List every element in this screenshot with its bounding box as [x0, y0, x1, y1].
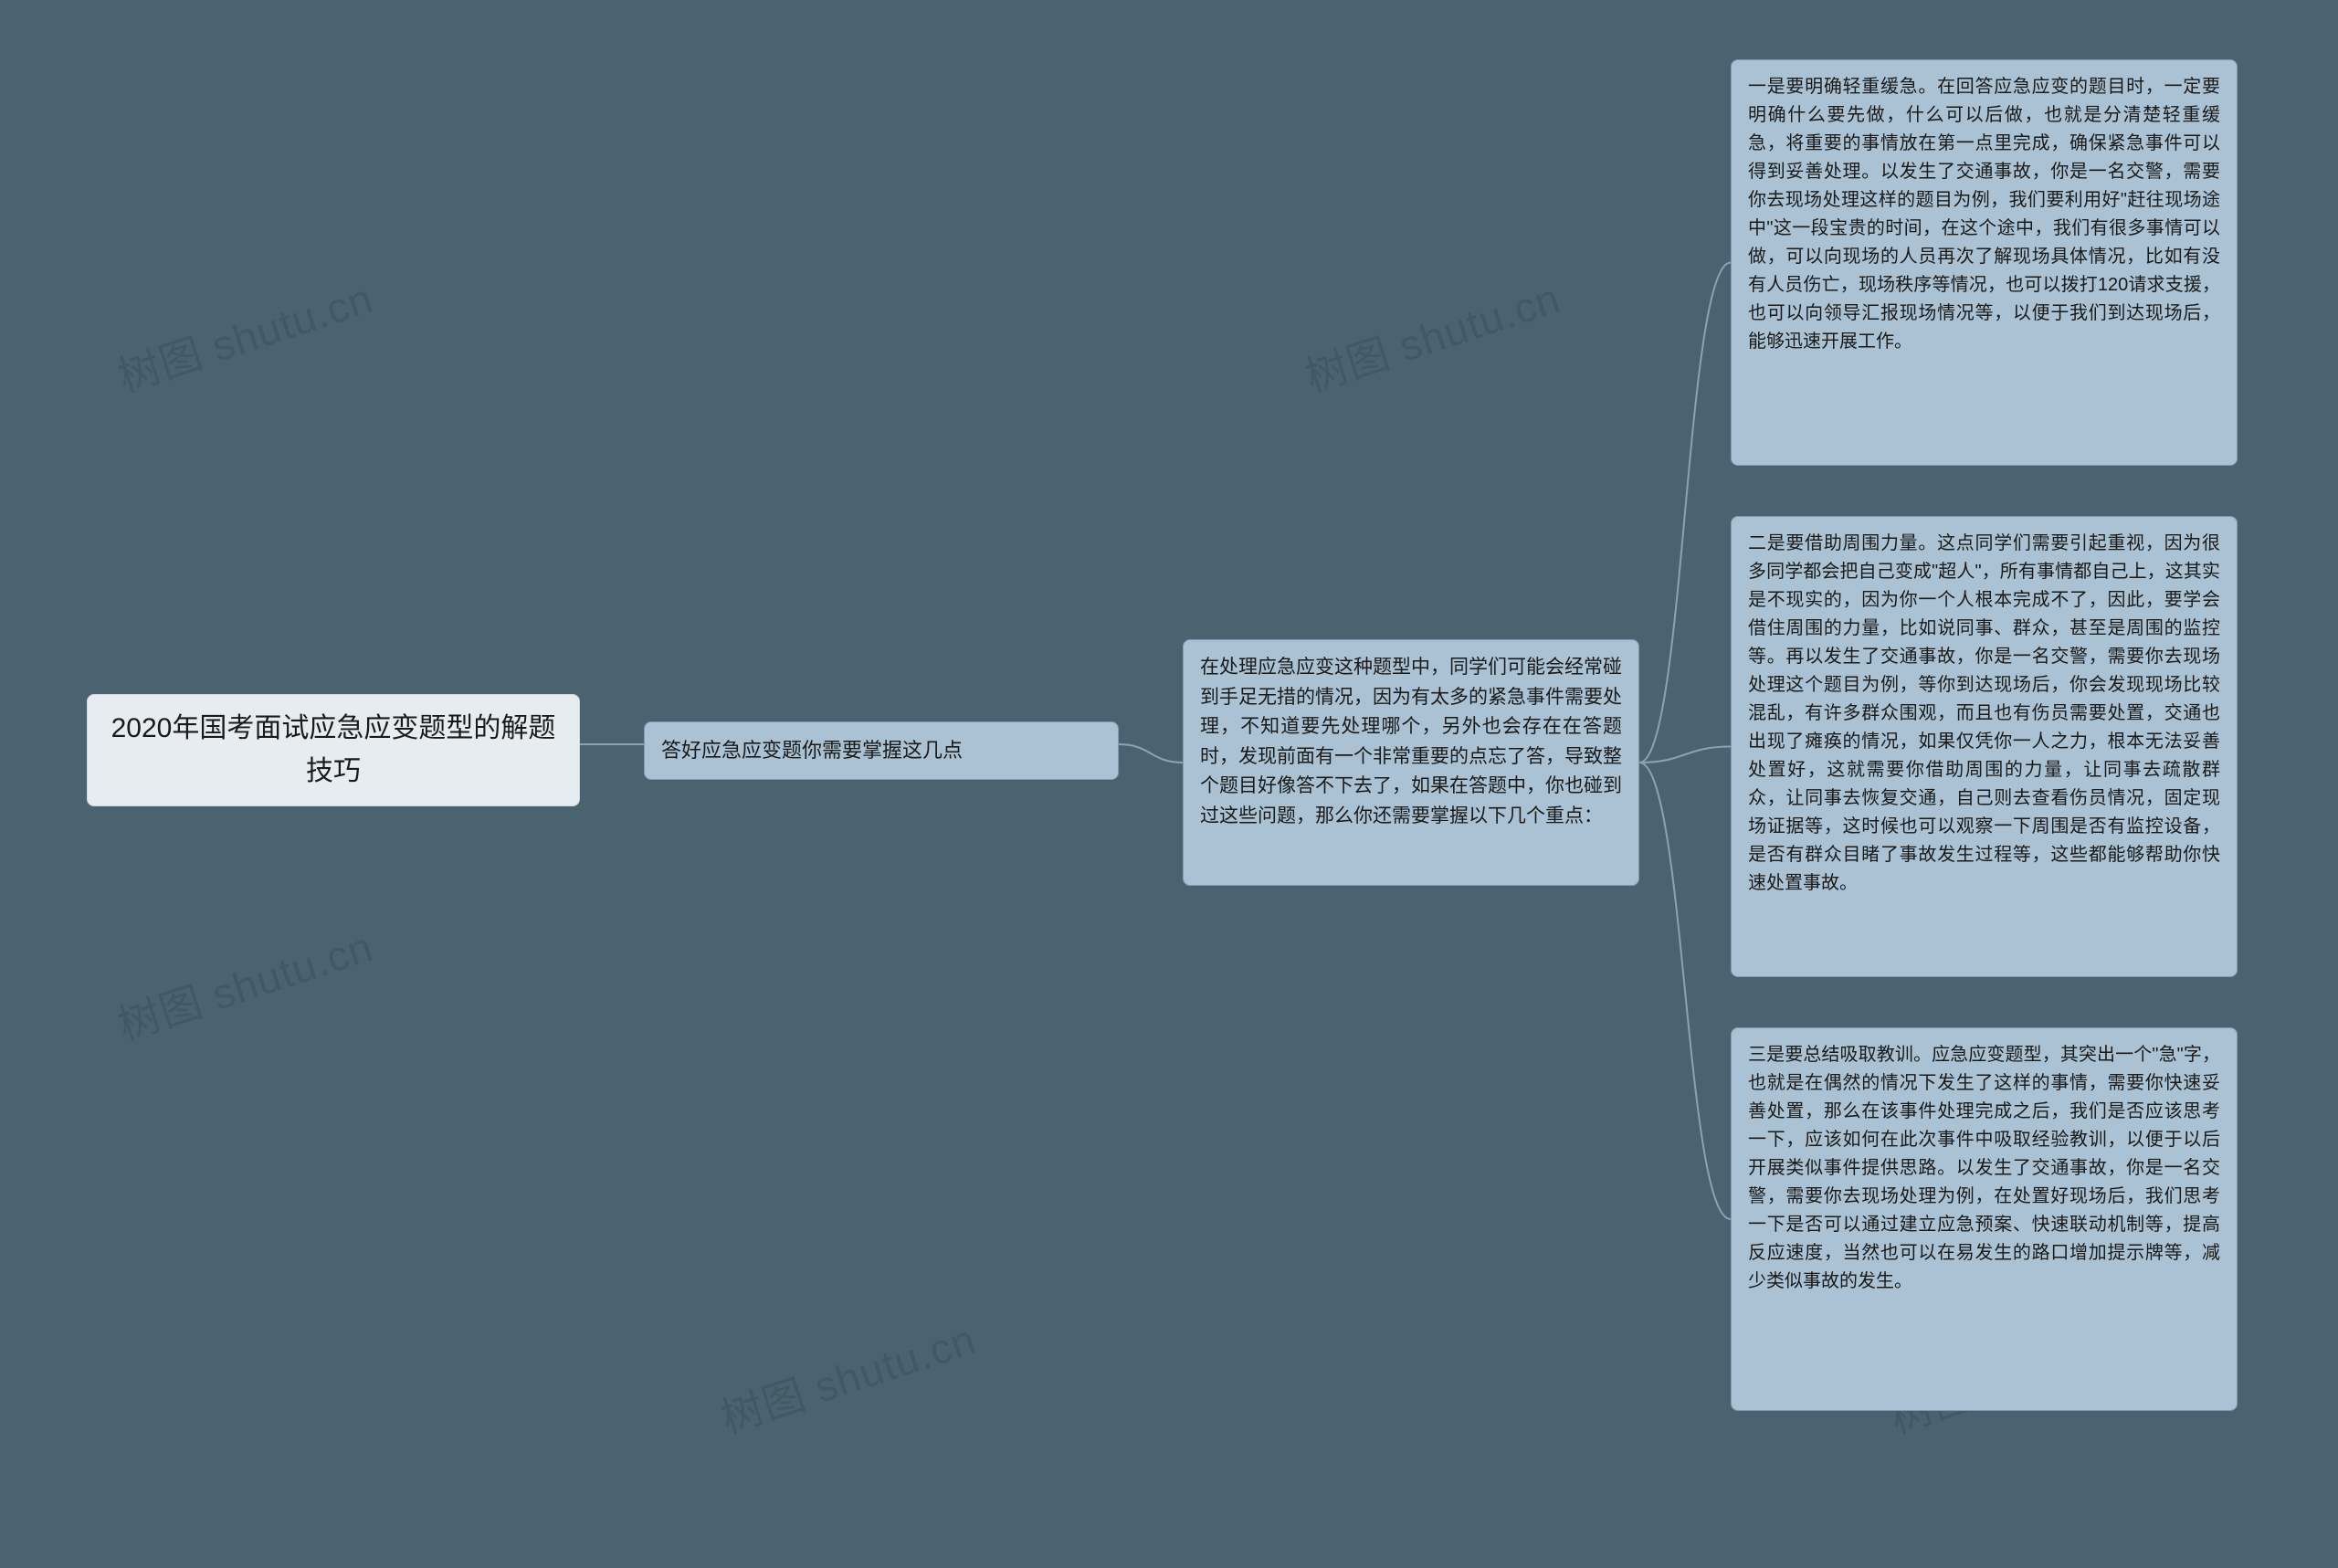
leaf-node-2[interactable]: 二是要借助周围力量。这点同学们需要引起重视，因为很多同学都会把自己变成"超人"，…	[1731, 516, 2238, 977]
root-text: 2020年国考面试应急应变题型的解题技巧	[104, 708, 563, 793]
branch-node[interactable]: 答好应急应变题你需要掌握这几点	[644, 721, 1119, 780]
leaf-node-3[interactable]: 三是要总结吸取教训。应急应变题型，其突出一个"急"字，也就是在偶然的情况下发生了…	[1731, 1027, 2238, 1411]
watermark: 树图 shutu.cn	[712, 1306, 983, 1445]
root-node[interactable]: 2020年国考面试应急应变题型的解题技巧	[87, 694, 580, 806]
leaf-text: 一是要明确轻重缓急。在回答应急应变的题目时，一定要明确什么要先做，什么可以后做，…	[1748, 77, 2220, 352]
leaf-text: 三是要总结吸取教训。应急应变题型，其突出一个"急"字，也就是在偶然的情况下发生了…	[1748, 1045, 2220, 1291]
watermark: 树图 shutu.cn	[1297, 265, 1567, 404]
para-text: 在处理应急应变这种题型中，同学们可能会经常碰到手足无措的情况，因为有太多的紧急事…	[1200, 657, 1622, 826]
branch-text: 答好应急应变题你需要掌握这几点	[661, 735, 963, 766]
watermark: 树图 shutu.cn	[110, 913, 380, 1052]
mindmap-canvas: 树图 shutu.cn 树图 shutu.cn 树图 shutu.cn 树图 s…	[0, 0, 2338, 1568]
leaf-node-1[interactable]: 一是要明确轻重缓急。在回答应急应变的题目时，一定要明确什么要先做，什么可以后做，…	[1731, 59, 2238, 466]
watermark: 树图 shutu.cn	[110, 265, 380, 404]
para-node[interactable]: 在处理应急应变这种题型中，同学们可能会经常碰到手足无措的情况，因为有太多的紧急事…	[1183, 639, 1639, 886]
leaf-text: 二是要借助周围力量。这点同学们需要引起重视，因为很多同学都会把自己变成"超人"，…	[1748, 533, 2220, 893]
